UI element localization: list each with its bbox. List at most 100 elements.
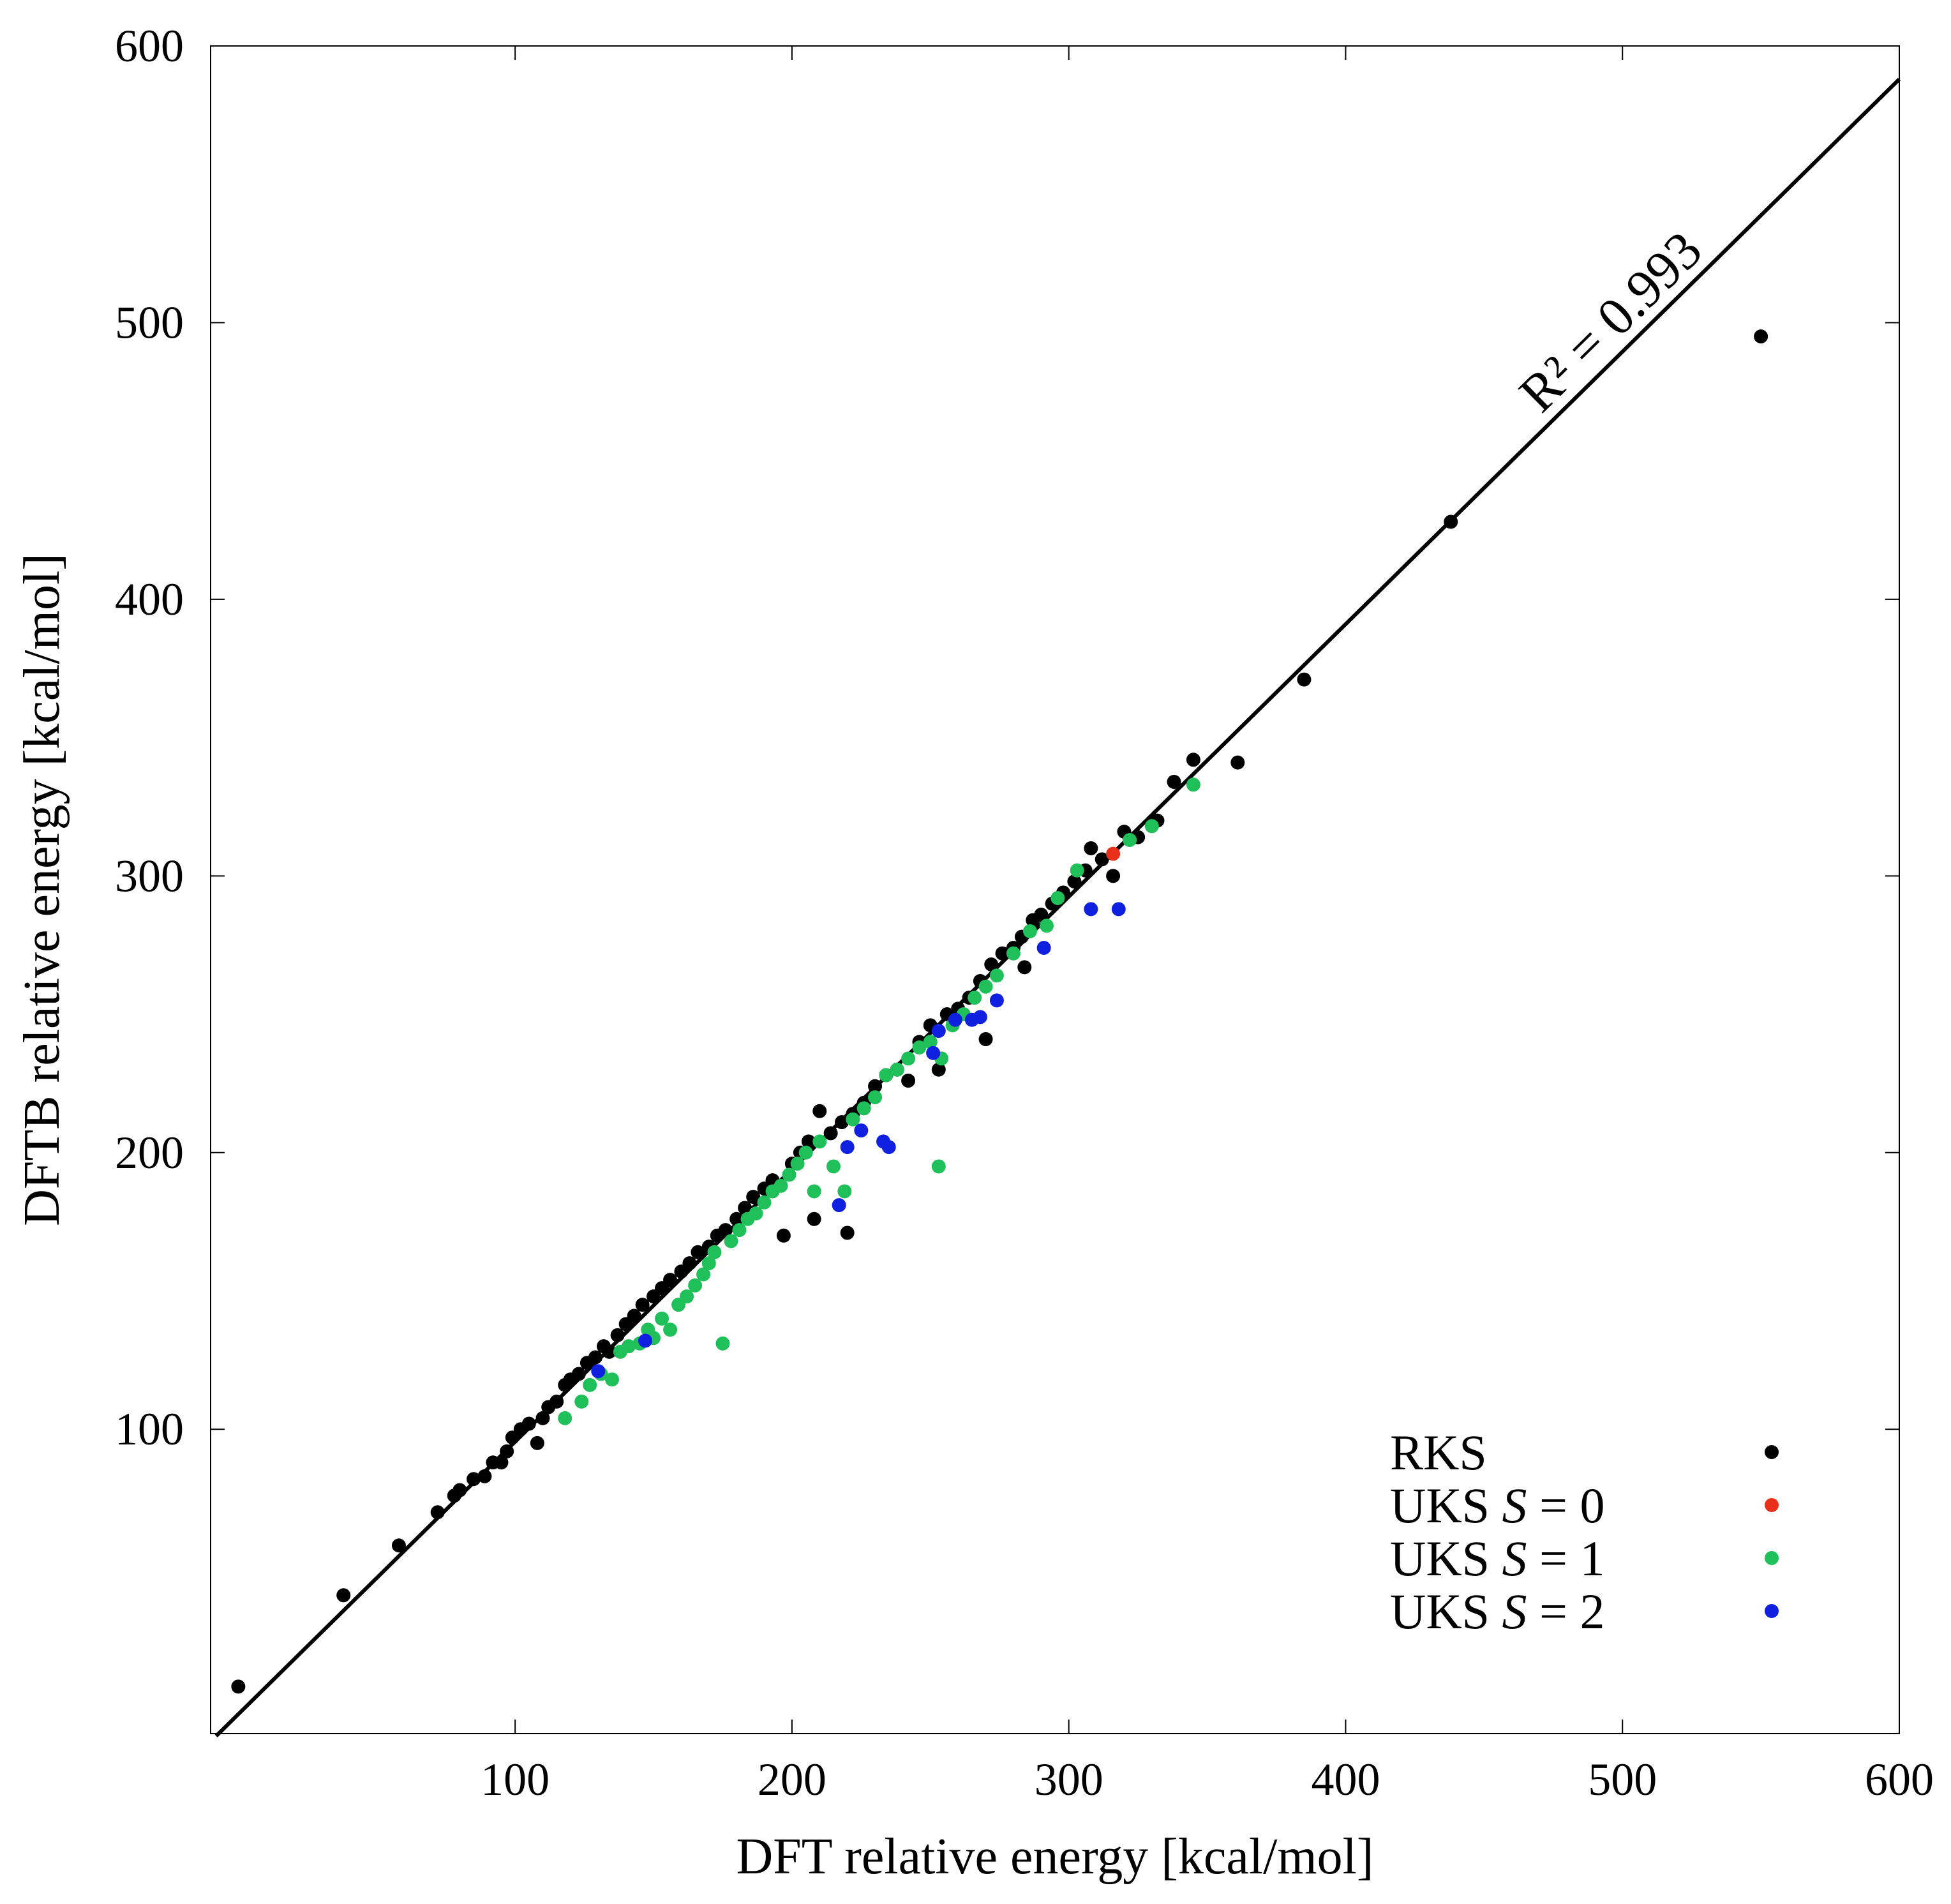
point-series-2 <box>968 991 982 1005</box>
point-series-0 <box>1754 329 1768 344</box>
point-series-0 <box>1084 841 1098 855</box>
point-series-2 <box>583 1377 597 1392</box>
point-series-0 <box>984 957 999 972</box>
point-series-2 <box>1022 924 1037 939</box>
point-series-0 <box>535 1411 550 1425</box>
point-series-0 <box>521 1416 536 1431</box>
point-series-0 <box>1167 774 1181 789</box>
point-series-0 <box>1095 852 1109 867</box>
x-tick-label: 100 <box>481 1754 549 1805</box>
point-series-2 <box>978 979 993 994</box>
y-tick-label: 400 <box>115 574 184 625</box>
point-series-3 <box>1084 902 1098 917</box>
point-series-2 <box>846 1112 860 1127</box>
y-tick-label: 500 <box>115 297 184 348</box>
point-series-2 <box>696 1267 711 1282</box>
point-series-0 <box>801 1134 816 1149</box>
x-axis-label: DFT relative energy [kcal/mol] <box>736 1829 1374 1885</box>
point-series-2 <box>604 1372 619 1387</box>
point-series-0 <box>807 1211 821 1226</box>
y-axis-label: DFTB relative energy [kcal/mol] <box>14 553 70 1226</box>
r-squared-annotation: R² = 0.993 <box>1508 220 1714 424</box>
point-series-0 <box>1444 514 1458 529</box>
point-series-0 <box>868 1079 883 1093</box>
legend-marker <box>1765 1498 1779 1512</box>
point-series-0 <box>901 1074 916 1088</box>
point-series-2 <box>901 1051 916 1066</box>
legend-label: UKS S = 1 <box>1390 1531 1605 1586</box>
point-series-0 <box>718 1223 733 1238</box>
point-series-0 <box>391 1538 406 1553</box>
point-series-0 <box>430 1505 445 1520</box>
legend-label: RKS <box>1390 1425 1487 1480</box>
point-series-3 <box>1111 902 1126 917</box>
legend-label: UKS S = 0 <box>1390 1478 1605 1533</box>
point-series-2 <box>798 1145 813 1160</box>
x-tick-label: 200 <box>758 1754 826 1805</box>
point-series-2 <box>680 1289 694 1304</box>
y-tick-label: 300 <box>115 850 184 901</box>
tick-labels: 100 200 300 400 500 600 100 200 300 400 500 600 <box>115 20 1934 1805</box>
point-series-1 <box>1106 846 1121 861</box>
point-series-0 <box>823 1126 838 1141</box>
y-tick-label: 200 <box>115 1127 184 1178</box>
point-series-2 <box>1186 777 1200 792</box>
point-series-2 <box>812 1134 827 1149</box>
point-series-2 <box>856 1101 871 1116</box>
point-series-0 <box>635 1298 650 1312</box>
point-series-3 <box>948 1012 962 1027</box>
point-series-2 <box>757 1195 772 1210</box>
point-series-0 <box>602 1344 617 1359</box>
point-series-3 <box>840 1140 855 1155</box>
point-series-2 <box>879 1068 893 1083</box>
point-series-2 <box>1070 863 1084 878</box>
point-series-2 <box>574 1394 589 1409</box>
point-series-0 <box>494 1455 509 1470</box>
point-series-2 <box>868 1090 883 1105</box>
point-series-2 <box>1039 918 1054 933</box>
point-series-2 <box>1123 832 1137 847</box>
point-series-0 <box>610 1328 625 1342</box>
point-series-3 <box>832 1198 846 1213</box>
point-series-2 <box>989 968 1004 983</box>
point-series-3 <box>1036 941 1051 956</box>
point-series-2 <box>1144 819 1159 834</box>
point-series-0 <box>995 946 1010 961</box>
point-series-0 <box>682 1256 697 1271</box>
point-series-0 <box>776 1228 791 1243</box>
point-series-3 <box>591 1364 606 1379</box>
point-series-0 <box>1017 960 1032 975</box>
point-series-0 <box>1106 869 1121 883</box>
point-series-0 <box>1186 753 1200 767</box>
point-series-0 <box>978 1032 993 1047</box>
x-tick-label: 400 <box>1311 1754 1380 1805</box>
point-series-3 <box>989 993 1004 1008</box>
point-series-0 <box>627 1308 641 1323</box>
point-series-2 <box>1006 946 1020 961</box>
x-tick-label: 300 <box>1035 1754 1103 1805</box>
point-series-2 <box>890 1062 904 1077</box>
point-series-0 <box>500 1444 514 1458</box>
point-series-2 <box>558 1411 572 1425</box>
axis-ticks <box>211 45 1900 1734</box>
point-series-0 <box>663 1273 678 1287</box>
point-series-2 <box>655 1311 669 1326</box>
x-tick-label: 600 <box>1865 1754 1934 1805</box>
point-series-3 <box>854 1123 869 1138</box>
point-series-3 <box>881 1140 896 1155</box>
point-series-2 <box>826 1159 841 1174</box>
point-series-0 <box>834 1115 849 1130</box>
point-series-0 <box>738 1201 752 1215</box>
point-series-2 <box>701 1256 716 1271</box>
point-series-2 <box>807 1184 821 1199</box>
point-series-0 <box>549 1394 564 1409</box>
point-series-0 <box>571 1367 586 1381</box>
y-tick-label: 600 <box>115 20 184 71</box>
point-series-2 <box>912 1040 927 1055</box>
point-series-3 <box>638 1333 653 1348</box>
point-series-2 <box>749 1206 763 1221</box>
point-series-2 <box>724 1234 738 1248</box>
legend-label: UKS S = 2 <box>1390 1584 1605 1639</box>
y-tick-label: 100 <box>115 1404 184 1455</box>
